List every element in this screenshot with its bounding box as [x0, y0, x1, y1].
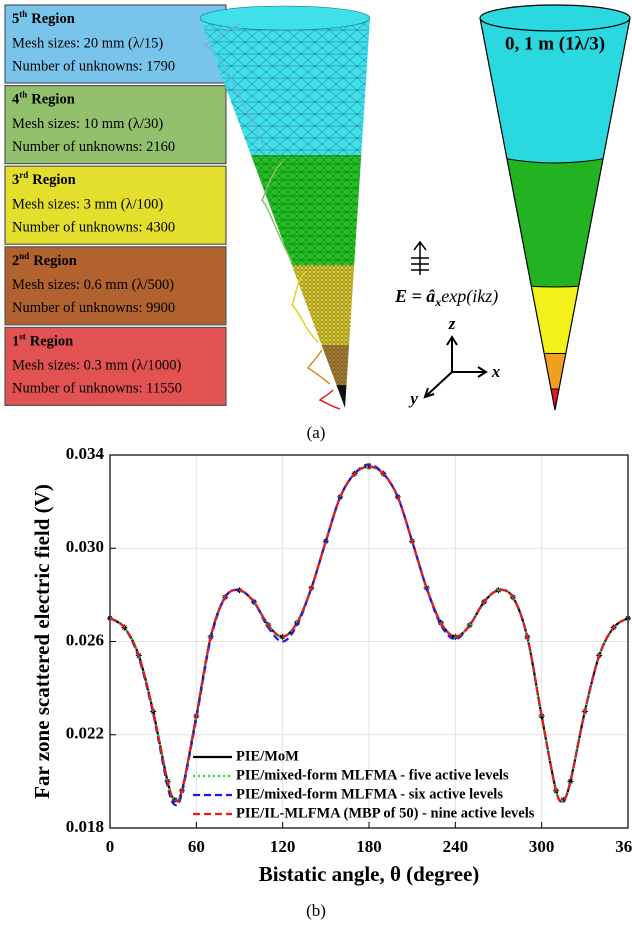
legend-label: PIE/mixed-form MLFMA - five active level…: [236, 767, 509, 783]
region-ordinal: 2: [12, 253, 19, 269]
region-word: Region: [32, 173, 76, 189]
region-word: Region: [31, 11, 75, 27]
solid-cone: [470, 0, 632, 420]
y-tick-label: 0.034: [66, 444, 105, 463]
figure: 5thRegionMesh sizes: 20 mm (λ/15)Number …: [0, 0, 632, 927]
field-expression: E = âxexp(ikz): [394, 286, 498, 309]
cone-top: [200, 6, 370, 30]
y-tick-label: 0.022: [66, 724, 104, 743]
caption: (a): [307, 423, 326, 442]
y-tick-label: 0.018: [66, 817, 104, 836]
region-mesh: Mesh sizes: 0.6 mm (λ/500): [12, 277, 174, 293]
x-tick-label: 120: [270, 837, 296, 856]
coordinate-axes: [425, 337, 486, 397]
region-mesh: Mesh sizes: 10 mm (λ/30): [12, 116, 163, 132]
region-word: Region: [30, 334, 74, 350]
field-sub: x: [434, 295, 441, 309]
cone-top: [480, 5, 630, 31]
region-unknowns: Number of unknowns: 11550: [12, 381, 182, 397]
region-unknowns: Number of unknowns: 1790: [12, 58, 175, 74]
region-suffix: th: [19, 90, 27, 100]
x-tick-label: 180: [356, 837, 382, 856]
polarization-icon: [411, 242, 429, 275]
region-mesh: Mesh sizes: 20 mm (λ/15): [12, 35, 163, 51]
line-chart: 0 60 120 180 240 300 360 0.018 0.022 0.026 0.030 0.…: [30, 444, 632, 886]
caption: (b): [306, 901, 326, 920]
x-axis-label: Bistatic angle, θ (degree): [259, 862, 480, 886]
field-lhs: E =: [394, 286, 426, 306]
region-unknowns: Number of unknowns: 9900: [12, 300, 175, 316]
x-tick-label: 0: [106, 837, 115, 856]
y-tick-label: 0.030: [66, 537, 104, 556]
cone-label: 0, 1 m (1λ/3): [505, 33, 605, 54]
region-suffix: nd: [19, 251, 29, 261]
legend-label: PIE/MoM: [236, 748, 299, 764]
y-axis-label: Far zone scattered electric field (V): [30, 484, 54, 799]
region-suffix: rd: [19, 170, 28, 180]
x-tick-label: 240: [443, 837, 469, 856]
region-ordinal: 5: [12, 11, 19, 27]
x-tick-label: 60: [188, 837, 205, 856]
x-tick-label: 300: [529, 837, 555, 856]
region-unknowns: Number of unknowns: 4300: [12, 220, 175, 236]
region-suffix: th: [19, 9, 27, 19]
axis-x: x: [491, 362, 501, 381]
field-vector: â: [426, 286, 435, 306]
region-suffix: st: [19, 331, 26, 341]
legend-label: PIE/IL-MLFMA (MBP of 50) - nine active l…: [236, 805, 535, 821]
region-ordinal: 4: [12, 92, 19, 108]
axis-y: y: [408, 389, 418, 408]
field-suffix: exp(ikz): [441, 286, 498, 307]
x-tick-label: 360: [615, 837, 632, 856]
region-mesh: Mesh sizes: 3 mm (λ/100): [12, 197, 163, 213]
region-word: Region: [31, 92, 75, 108]
region-word: Region: [33, 253, 77, 269]
axis-z: z: [448, 314, 456, 333]
region-mesh: Mesh sizes: 0.3 mm (λ/1000): [12, 358, 182, 374]
region-ordinal: 1: [12, 334, 19, 350]
region-ordinal: 3: [12, 173, 19, 189]
region-unknowns: Number of unknowns: 2160: [12, 139, 175, 155]
legend-label: PIE/mixed-form MLFMA - six active levels: [236, 786, 503, 802]
y-tick-label: 0.026: [66, 630, 104, 649]
